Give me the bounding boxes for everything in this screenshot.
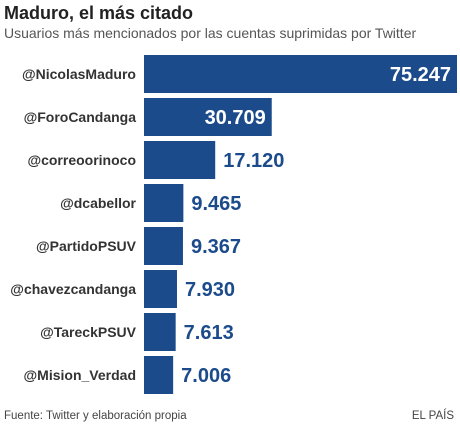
category-label-partidopsuv: @PartidoPSUV <box>36 238 137 254</box>
source-note: Fuente: Twitter y elaboración propia <box>4 410 187 422</box>
category-label-nicolasmaduro: @NicolasMaduro <box>22 66 136 82</box>
category-label-correoorinoco: @correoorinoco <box>27 152 136 168</box>
bar-tareckpsuv <box>144 313 176 351</box>
chart-subtitle: Usuarios más mencionados por las cuentas… <box>4 25 417 41</box>
value-label-dcabellor: 9.465 <box>191 193 241 215</box>
bar-forocandanga <box>144 98 272 136</box>
category-label-dcabellor: @dcabellor <box>60 195 136 211</box>
publisher-credit: EL PAÍS <box>411 410 454 422</box>
value-label-correoorinoco: 17.120 <box>223 150 284 172</box>
bar-partidopsuv <box>144 227 183 265</box>
bar-chavezcandanga <box>144 270 177 308</box>
bar-dcabellor <box>144 184 184 222</box>
chart-title: Maduro, el más citado <box>4 3 194 23</box>
bar-mision-verdad <box>144 356 174 394</box>
value-label-tareckpsuv: 7.613 <box>184 322 234 344</box>
category-label-chavezcandanga: @chavezcandanga <box>10 281 136 297</box>
category-label-tareckpsuv: @TareckPSUV <box>40 324 137 340</box>
value-label-forocandanga: 30.709 <box>205 107 266 129</box>
category-label-forocandanga: @ForoCandanga <box>24 109 137 125</box>
bar-nicolasmaduro <box>144 55 457 93</box>
value-label-mision-verdad: 7.006 <box>181 365 231 387</box>
category-label-mision-verdad: @Mision_Verdad <box>24 367 136 383</box>
value-label-nicolasmaduro: 75.247 <box>390 64 451 86</box>
value-label-partidopsuv: 9.367 <box>191 236 241 258</box>
value-label-chavezcandanga: 7.930 <box>185 279 235 301</box>
bar-correoorinoco <box>144 141 216 179</box>
